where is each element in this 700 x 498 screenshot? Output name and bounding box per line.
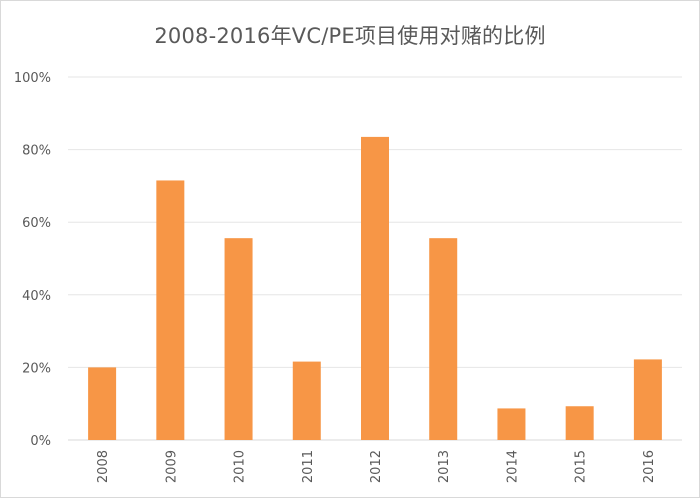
y-axis-ticks: 0% 20% 40% 60% 80% 100% (14, 71, 51, 449)
bar-2010 (224, 238, 253, 440)
x-tick-label: 2015 (574, 450, 589, 483)
x-axis-ticks: 2008 2009 2010 2011 2012 2013 2014 2015 2016 (96, 450, 657, 483)
x-tick-label: 2011 (301, 450, 316, 483)
x-tick-label: 2010 (233, 450, 248, 483)
x-tick-label: 2008 (96, 450, 111, 483)
bar-2009 (156, 180, 185, 440)
bar-2011 (292, 361, 321, 440)
x-tick-label: 2009 (164, 450, 179, 483)
x-tick-label: 2012 (369, 450, 384, 483)
bar-2016 (633, 359, 662, 440)
chart-title: 2008-2016年VC/PE项目使用对赌的比例 (154, 24, 546, 48)
bar-2008 (88, 367, 117, 440)
y-tick-label: 60% (22, 216, 51, 231)
bar-2014 (497, 408, 526, 440)
bar-2015 (565, 406, 594, 440)
x-tick-label: 2014 (505, 450, 520, 483)
bar-2013 (429, 238, 458, 440)
y-tick-label: 20% (22, 361, 51, 376)
x-tick-label: 2013 (437, 450, 452, 483)
y-tick-label: 80% (22, 144, 51, 159)
bars (88, 136, 662, 440)
x-tick-label: 2016 (642, 450, 657, 483)
y-tick-label: 0% (30, 434, 51, 449)
y-tick-label: 100% (14, 71, 51, 86)
y-tick-label: 40% (22, 289, 51, 304)
bar-2012 (361, 136, 389, 440)
